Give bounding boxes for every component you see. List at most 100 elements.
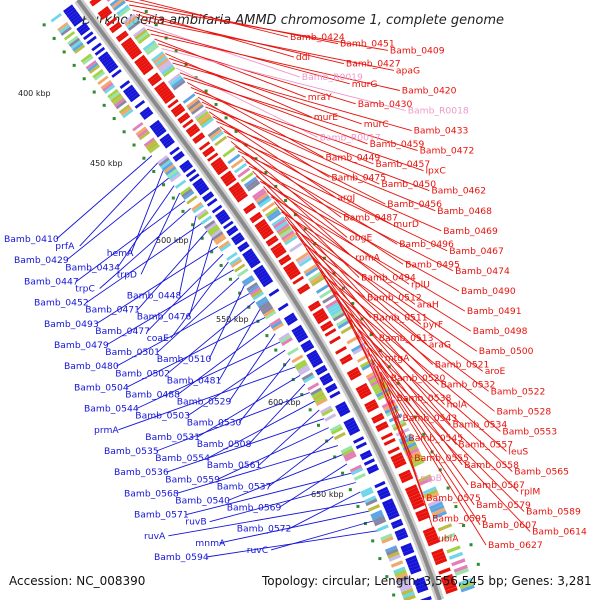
gene-label-bamb_0568[interactable]: Bamb_0568 (124, 488, 179, 499)
gene-label-bamb_0433[interactable]: Bamb_0433 (414, 126, 469, 137)
gene-label-bamb_0532[interactable]: Bamb_0532 (441, 380, 496, 391)
gene-label-bamb_0481[interactable]: Bamb_0481 (167, 375, 222, 386)
gene-label-bamb_0420[interactable]: Bamb_0420 (402, 86, 457, 97)
gene-label-bamb_0538[interactable]: Bamb_0538 (397, 393, 452, 404)
gene-label-arag[interactable]: araG (429, 340, 451, 351)
gene-label-bamb_0452[interactable]: Bamb_0452 (34, 298, 89, 309)
gene-label-pyrf[interactable]: pyrF (423, 319, 443, 330)
gene-label-bamb_0495[interactable]: Bamb_0495 (405, 259, 460, 270)
gene-label-ruva[interactable]: ruvA (144, 531, 166, 542)
gene-label-prma[interactable]: prmA (94, 425, 119, 436)
gene-label-bamb_r0019[interactable]: Bamb_R0019 (302, 72, 363, 83)
gene-label-mure[interactable]: murE (314, 112, 339, 123)
gene-label-bamb_0555[interactable]: Bamb_0555 (414, 453, 469, 464)
gene-label-arah[interactable]: araH (417, 299, 439, 310)
gene-label-bamb_0468[interactable]: Bamb_0468 (437, 206, 492, 217)
gene-label-mnma[interactable]: mnmA (195, 538, 226, 549)
gene-label-bamb_0493[interactable]: Bamb_0493 (44, 319, 99, 330)
gene-label-rnpb[interactable]: rnpB (420, 473, 442, 484)
gene-label-bamb_0540[interactable]: Bamb_0540 (175, 496, 230, 507)
gene-label-mray[interactable]: mraY (308, 92, 332, 103)
gene-label-bamb_0554[interactable]: Bamb_0554 (155, 453, 210, 464)
gene-label-bamb_0531[interactable]: Bamb_0531 (145, 432, 200, 443)
gene-label-bamb_0462[interactable]: Bamb_0462 (431, 186, 486, 197)
gene-label-bamb_0491[interactable]: Bamb_0491 (467, 306, 522, 317)
gene-label-bamb_0490[interactable]: Bamb_0490 (461, 286, 516, 297)
gene-label-bamb_0513[interactable]: Bamb_0513 (379, 333, 434, 344)
gene-label-ubia[interactable]: ubiA (438, 533, 459, 544)
gene-label-bamb_0512[interactable]: Bamb_0512 (367, 293, 422, 304)
gene-label-bamb_0594[interactable]: Bamb_0594 (154, 552, 209, 563)
gene-label-bamb_0503[interactable]: Bamb_0503 (135, 411, 190, 422)
gene-label-bamb_0424[interactable]: Bamb_0424 (290, 32, 345, 43)
gene-label-rpma[interactable]: rpmA (355, 253, 381, 264)
gene-label-argj[interactable]: argJ (337, 192, 355, 203)
gene-label-bamb_0569[interactable]: Bamb_0569 (227, 503, 282, 514)
gene-label-bamb_0472[interactable]: Bamb_0472 (420, 146, 475, 157)
gene-label-bamb_0521[interactable]: Bamb_0521 (435, 360, 490, 371)
gene-label-bamb_0430[interactable]: Bamb_0430 (358, 99, 413, 110)
gene-label-murc[interactable]: murC (364, 119, 389, 130)
gene-label-bamb_0475[interactable]: Bamb_0475 (331, 172, 386, 183)
gene-label-bamb_0456[interactable]: Bamb_0456 (387, 199, 442, 210)
gene-label-bamb_0467[interactable]: Bamb_0467 (449, 246, 504, 257)
gene-label-bamb_0535[interactable]: Bamb_0535 (104, 446, 159, 457)
gene-label-bamb_0567[interactable]: Bamb_0567 (470, 480, 525, 491)
gene-label-bamb_0528[interactable]: Bamb_0528 (497, 406, 552, 417)
gene-label-leus[interactable]: leuS (508, 446, 528, 457)
gene-label-bamb_0448[interactable]: Bamb_0448 (127, 291, 182, 302)
gene-label-bamb_0537[interactable]: Bamb_0537 (217, 481, 272, 492)
gene-label-bamb_0496[interactable]: Bamb_0496 (399, 239, 454, 250)
gene-label-hema[interactable]: hemA (107, 248, 134, 259)
gene-label-bamb_0410[interactable]: Bamb_0410 (4, 234, 59, 245)
gene-label-bamb_0474[interactable]: Bamb_0474 (455, 266, 510, 277)
gene-label-bamb_0627[interactable]: Bamb_0627 (488, 540, 543, 551)
gene-label-bamb_0561[interactable]: Bamb_0561 (207, 460, 262, 471)
gene-label-bamb_0579[interactable]: Bamb_0579 (476, 500, 531, 511)
gene-label-hola[interactable]: holA (447, 400, 468, 411)
gene-label-bamb_0607[interactable]: Bamb_0607 (482, 520, 537, 531)
gene-label-bamb_0504[interactable]: Bamb_0504 (74, 382, 129, 393)
gene-label-bamb_0557[interactable]: Bamb_0557 (458, 440, 513, 451)
gene-label-bamb_0477[interactable]: Bamb_0477 (95, 326, 150, 337)
gene-label-bamb_0476[interactable]: Bamb_0476 (137, 312, 192, 323)
gene-label-trpd[interactable]: trpD (117, 269, 137, 280)
gene-label-bamb_0543[interactable]: Bamb_0543 (403, 413, 458, 424)
gene-label-ruvb[interactable]: ruvB (185, 517, 206, 528)
gene-label-rplu[interactable]: rplU (411, 279, 430, 290)
gene-label-bamb_0545[interactable]: Bamb_0545 (408, 433, 463, 444)
gene-label-bamb_0520[interactable]: Bamb_0520 (391, 373, 446, 384)
gene-label-bamb_r0018[interactable]: Bamb_R0018 (408, 106, 469, 117)
gene-label-bamb_0480[interactable]: Bamb_0480 (64, 361, 119, 372)
gene-label-bamb_0559[interactable]: Bamb_0559 (165, 474, 220, 485)
gene-label-bamb_0544[interactable]: Bamb_0544 (84, 404, 139, 415)
gene-label-bamb_0450[interactable]: Bamb_0450 (381, 179, 436, 190)
gene-label-bamb_0434[interactable]: Bamb_0434 (65, 262, 120, 273)
gene-label-apag[interactable]: apaG (396, 65, 420, 76)
gene-label-bamb_0471[interactable]: Bamb_0471 (85, 305, 140, 316)
gene-label-bamb_0459[interactable]: Bamb_0459 (370, 139, 425, 150)
gene-label-murg[interactable]: murG (352, 79, 378, 90)
gene-label-trpc[interactable]: trpC (75, 284, 95, 295)
gene-label-bamb_0501[interactable]: Bamb_0501 (105, 347, 160, 358)
gene-label-bamb_0565[interactable]: Bamb_0565 (514, 467, 569, 478)
gene-label-bamb_0500[interactable]: Bamb_0500 (479, 346, 534, 357)
gene-label-mtga[interactable]: mtgA (385, 353, 410, 364)
gene-label-bamb_0553[interactable]: Bamb_0553 (502, 426, 557, 437)
gene-label-bamb_0522[interactable]: Bamb_0522 (491, 386, 546, 397)
gene-label-bamb_0457[interactable]: Bamb_0457 (376, 159, 431, 170)
gene-label-bamb_0449[interactable]: Bamb_0449 (326, 152, 381, 163)
gene-label-bamb_0409[interactable]: Bamb_0409 (390, 45, 445, 56)
gene-label-murd[interactable]: murD (393, 219, 419, 230)
gene-label-bamb_0589[interactable]: Bamb_0589 (526, 507, 581, 518)
gene-label-bamb_0511[interactable]: Bamb_0511 (373, 313, 428, 324)
gene-label-bamb_0429[interactable]: Bamb_0429 (14, 255, 69, 266)
gene-label-bamb_0530[interactable]: Bamb_0530 (187, 418, 242, 429)
gene-label-rplm[interactable]: rplM (520, 487, 540, 498)
gene-label-ddl[interactable]: ddl (296, 52, 310, 63)
gene-label-bamb_0534[interactable]: Bamb_0534 (453, 420, 508, 431)
gene-label-bamb_0502[interactable]: Bamb_0502 (115, 368, 170, 379)
gene-label-bamb_0558[interactable]: Bamb_0558 (464, 460, 519, 471)
gene-label-bamb_0529[interactable]: Bamb_0529 (177, 397, 232, 408)
gene-label-ruvc[interactable]: ruvC (247, 545, 268, 556)
